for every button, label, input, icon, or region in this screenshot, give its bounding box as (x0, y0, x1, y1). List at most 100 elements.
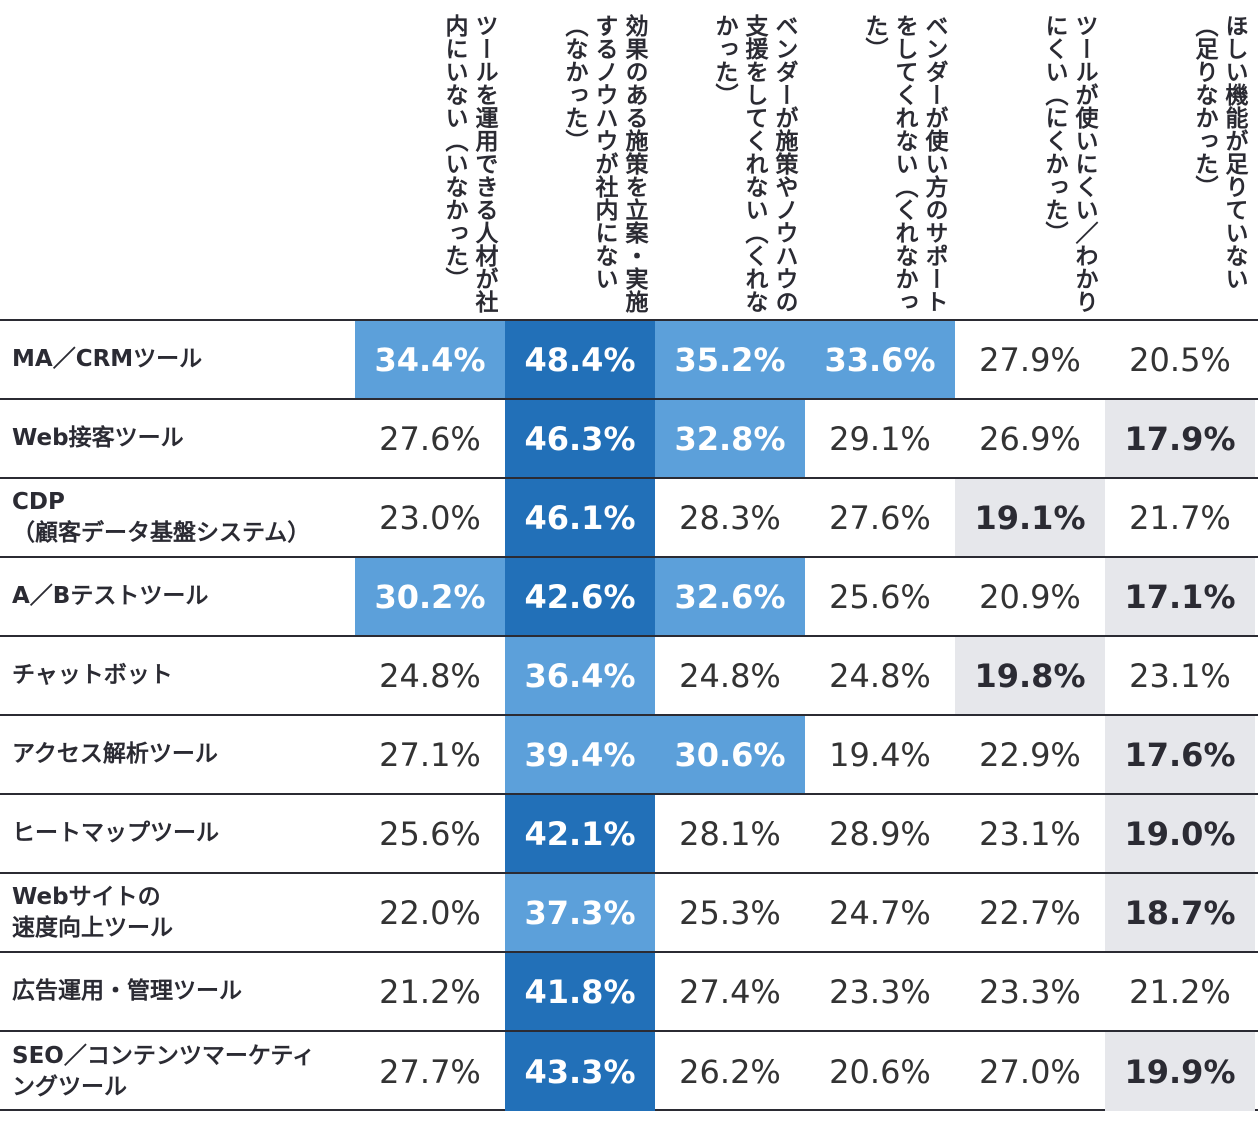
value-cell: 19.9% (1105, 1032, 1255, 1111)
value-cell: 25.6% (379, 814, 481, 853)
value-cell: 25.3% (679, 893, 781, 932)
value-cell: 17.9% (1105, 400, 1255, 477)
value-cell: 20.5% (1129, 340, 1231, 379)
row-label: 広告運用・管理ツール (12, 978, 242, 1004)
value-cell: 23.1% (979, 814, 1081, 853)
value-cell: 24.8% (829, 656, 931, 695)
value-cell: 22.0% (379, 893, 481, 932)
value-cell: 46.3% (505, 400, 655, 477)
column-header: 効果のある施策を立案・実施するノウハウが社内にない（なかった） (505, 0, 655, 320)
value-cell: 17.6% (1105, 716, 1255, 793)
value-cell: 41.8% (505, 953, 655, 1030)
value-cell: 33.6% (805, 321, 955, 398)
row-divider (0, 951, 1258, 953)
value-cell: 39.4% (505, 716, 655, 793)
value-cell: 22.7% (979, 893, 1081, 932)
value-cell: 34.4% (355, 321, 505, 398)
value-cell: 27.6% (829, 498, 931, 537)
row-divider (0, 714, 1258, 716)
value-cell: 32.6% (655, 558, 805, 635)
value-cell: 27.9% (979, 340, 1081, 379)
value-cell: 30.6% (655, 716, 805, 793)
column-header-label: 効果のある施策を立案・実施するノウハウが社内にない（なかった） (561, 14, 647, 313)
value-cell: 28.1% (679, 814, 781, 853)
value-cell: 19.8% (955, 637, 1105, 714)
value-cell: 18.7% (1105, 874, 1255, 951)
value-cell: 27.0% (979, 1052, 1081, 1091)
value-cell: 23.3% (979, 972, 1081, 1011)
column-header: ベンダーが使い方のサポートをしてくれない（くれなかった） (805, 0, 955, 320)
column-header-label: ベンダーが使い方のサポートをしてくれない（くれなかった） (861, 14, 947, 313)
value-cell: 19.4% (829, 735, 931, 774)
value-cell: 27.6% (379, 419, 481, 458)
value-cell: 21.2% (1129, 972, 1231, 1011)
value-cell: 19.0% (1105, 795, 1255, 872)
value-cell: 29.1% (829, 419, 931, 458)
value-cell: 23.0% (379, 498, 481, 537)
table-row: Web接客ツール 27.6% 46.3% 32.8% 29.1% 26.9% 17.9% (0, 400, 1258, 477)
value-cell: 25.6% (829, 577, 931, 616)
value-cell: 19.1% (955, 479, 1105, 556)
table-row: CDP （顧客データ基盤システム） 23.0% 46.1% 28.3% 27.6% 19.… (0, 479, 1258, 556)
value-cell: 23.3% (829, 972, 931, 1011)
value-cell: 26.2% (679, 1052, 781, 1091)
table-row: アクセス解析ツール 27.1% 39.4% 30.6% 19.4% 22.9% 17.6% (0, 716, 1258, 793)
value-cell: 30.2% (355, 558, 505, 635)
column-header-label: ツールが使いにくい／わかりにくい（にくかった） (1041, 14, 1097, 313)
value-cell: 27.1% (379, 735, 481, 774)
value-cell: 21.2% (379, 972, 481, 1011)
value-cell: 42.1% (505, 795, 655, 872)
row-divider (0, 556, 1258, 558)
row-divider (0, 872, 1258, 874)
row-label: Webサイトの 速度向上ツール (12, 883, 173, 941)
value-cell: 48.4% (505, 321, 655, 398)
value-cell: 36.4% (505, 637, 655, 714)
value-cell: 24.7% (829, 893, 931, 932)
value-cell: 28.9% (829, 814, 931, 853)
table-row: ヒートマップツール 25.6% 42.1% 28.1% 28.9% 23.1% 19.0% (0, 795, 1258, 872)
value-cell: 46.1% (505, 479, 655, 556)
column-header-label: ベンダーが施策やノウハウの支援をしてくれない（くれなかった） (711, 14, 797, 313)
value-cell: 42.6% (505, 558, 655, 635)
value-cell: 20.6% (829, 1052, 931, 1091)
column-header: ベンダーが施策やノウハウの支援をしてくれない（くれなかった） (655, 0, 805, 320)
row-divider (0, 319, 1258, 321)
row-label: CDP （顧客データ基盤システム） (12, 488, 311, 546)
value-cell: 23.1% (1129, 656, 1231, 695)
row-label: Web接客ツール (12, 425, 184, 451)
value-cell: 22.9% (979, 735, 1081, 774)
value-cell: 27.7% (379, 1052, 481, 1091)
column-header: ツールを運用できる人材が社内にいない（いなかった） (355, 0, 505, 320)
value-cell: 37.3% (505, 874, 655, 951)
value-cell: 43.3% (505, 1032, 655, 1111)
value-cell: 35.2% (655, 321, 805, 398)
row-label: アクセス解析ツール (12, 741, 218, 767)
row-label: チャットボット (12, 662, 173, 688)
value-cell: 17.1% (1105, 558, 1255, 635)
row-divider (0, 1030, 1258, 1032)
table-row: 広告運用・管理ツール 21.2% 41.8% 27.4% 23.3% 23.3% 21.2% (0, 953, 1258, 1030)
row-divider (0, 793, 1258, 795)
row-label: MA／CRMツール (12, 346, 203, 372)
row-divider (0, 398, 1258, 400)
value-cell: 24.8% (379, 656, 481, 695)
row-label: A／Bテストツール (12, 583, 209, 609)
value-cell: 21.7% (1129, 498, 1231, 537)
column-header: ツールが使いにくい／わかりにくい（にくかった） (955, 0, 1105, 320)
row-divider (0, 477, 1258, 479)
table-row: A／Bテストツール 30.2% 42.6% 32.6% 25.6% 20.9% 17.1% (0, 558, 1258, 635)
table-row: Webサイトの 速度向上ツール 22.0% 37.3% 25.3% 24.7% 22.7%… (0, 874, 1258, 951)
column-header: ほしい機能が足りていない（足りなかった） (1105, 0, 1255, 320)
table-row: MA／CRMツール 34.4% 48.4% 35.2% 33.6% 27.9% 20.5% (0, 321, 1258, 398)
table-row: チャットボット 24.8% 36.4% 24.8% 24.8% 19.8% 23.1% (0, 637, 1258, 714)
value-cell: 20.9% (979, 577, 1081, 616)
row-label: ヒートマップツール (12, 820, 219, 846)
value-cell: 28.3% (679, 498, 781, 537)
value-cell: 26.9% (979, 419, 1081, 458)
value-cell: 32.8% (655, 400, 805, 477)
value-cell: 27.4% (679, 972, 781, 1011)
row-divider (0, 635, 1258, 637)
table-row: SEO／コンテンツマーケティ ングツール 27.7% 43.3% 26.2% 20.6%… (0, 1032, 1258, 1111)
column-header-label: ほしい機能が足りていない（足りなかった） (1191, 14, 1247, 290)
value-cell: 24.8% (679, 656, 781, 695)
